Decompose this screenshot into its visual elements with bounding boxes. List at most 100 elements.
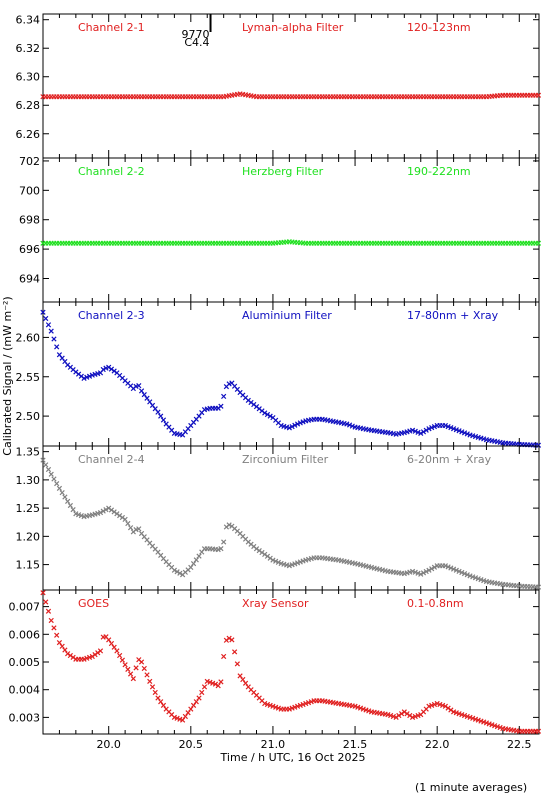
data-point [253,546,260,552]
data-point [445,423,451,430]
y-tick-label: 0.003 [9,711,41,724]
data-point [179,717,186,723]
data-point [393,714,399,721]
data-point [51,336,57,342]
flare-marker-class: C4.4 [184,36,209,49]
y-tick-label: 702 [19,155,40,168]
x-tick-label: 20.0 [96,738,121,751]
data-point [456,428,462,434]
data-point [160,702,167,709]
y-tick-label: 0.006 [9,628,41,641]
data-point [177,570,183,576]
data-point [67,502,73,509]
y-tick-label: 1.25 [16,502,41,515]
data-point [111,509,117,515]
data-point [535,92,542,98]
data-point [136,526,142,532]
data-point [40,309,46,315]
data-point [130,675,136,682]
data-point [259,549,265,556]
data-point [138,659,145,665]
data-point [199,689,205,696]
data-point [108,640,115,647]
data-point [95,650,101,656]
panel-channel-label: Channel 2-2 [78,165,145,178]
y-tick-label: 700 [19,184,40,197]
data-point [423,568,429,575]
data-point [212,681,219,687]
data-point [286,425,292,431]
data-point [67,652,73,659]
data-point [144,395,150,401]
data-point [136,383,142,389]
data-point [442,703,449,709]
data-point [215,683,221,689]
data-point [404,711,410,717]
y-tick-label: 1.15 [16,559,41,572]
panel-frame [42,445,540,591]
panel-frame [42,13,540,159]
data-point [89,653,95,660]
data-point [218,403,224,409]
data-point [108,507,115,513]
data-point [464,572,470,578]
data-point [190,561,197,567]
data-point [237,673,243,679]
data-point [54,481,60,487]
data-point [242,680,249,686]
data-point [188,564,194,571]
y-tick-label: 6.32 [16,42,41,55]
data-point [155,695,161,701]
data-point [127,525,134,531]
data-point [264,411,271,418]
data-point [453,567,459,573]
data-point [349,423,355,429]
data-point [45,466,52,473]
data-point [97,510,104,516]
data-point [221,539,227,545]
data-point [54,344,60,350]
y-tick-label: 2.55 [16,371,41,384]
data-point [190,702,197,709]
data-point [201,684,208,690]
data-point [81,375,87,381]
data-point [117,652,123,659]
data-point [152,689,158,696]
data-point [264,553,271,559]
data-point [294,421,301,427]
data-point [431,564,438,570]
data-point [51,476,57,482]
panel-filter-label: Zirconium Filter [242,453,329,466]
x-tick-label: 22.0 [425,738,450,751]
y-tick-label: 2.60 [16,331,41,344]
data-point [442,422,449,429]
y-tick-label: 0.005 [9,656,41,669]
data-point [398,711,405,717]
data-point [111,368,117,374]
data-point [346,422,353,428]
data-point [114,511,120,517]
panel-filter-label: Xray Sensor [242,597,309,610]
data-point [122,662,128,668]
data-point [188,706,194,712]
data-point [92,651,98,658]
y-tick-label: 698 [19,214,40,227]
data-point [133,665,139,671]
y-tick-label: 6.30 [16,71,41,84]
y-tick-label: 6.34 [16,14,41,27]
data-point [185,710,191,716]
data-point [412,428,418,434]
panel-filter-label: Lyman-alpha Filter [242,21,344,34]
data-point [56,639,63,646]
data-point [111,644,117,650]
panel-3: 2.50 2.55 2.60 Channel 2-3 Aluminium Filter 1… [16,301,542,448]
y-axis-title: Calibrated Signal / (mW m⁻²) [1,296,14,455]
panel-band-label: 190-222nm [407,165,471,178]
panel-2: 694 696 698 700 702 Channel 2-2 Herzberg Filte… [19,155,542,303]
panel-1: 6.26 6.28 6.30 6.32 6.34 Channel 2-1 Lyman-alp… [16,13,542,159]
data-point [160,417,167,423]
data-point [273,558,279,564]
panel-band-label: 120-123nm [407,21,471,34]
y-tick-label: 2.50 [16,410,41,423]
data-point [401,709,407,715]
